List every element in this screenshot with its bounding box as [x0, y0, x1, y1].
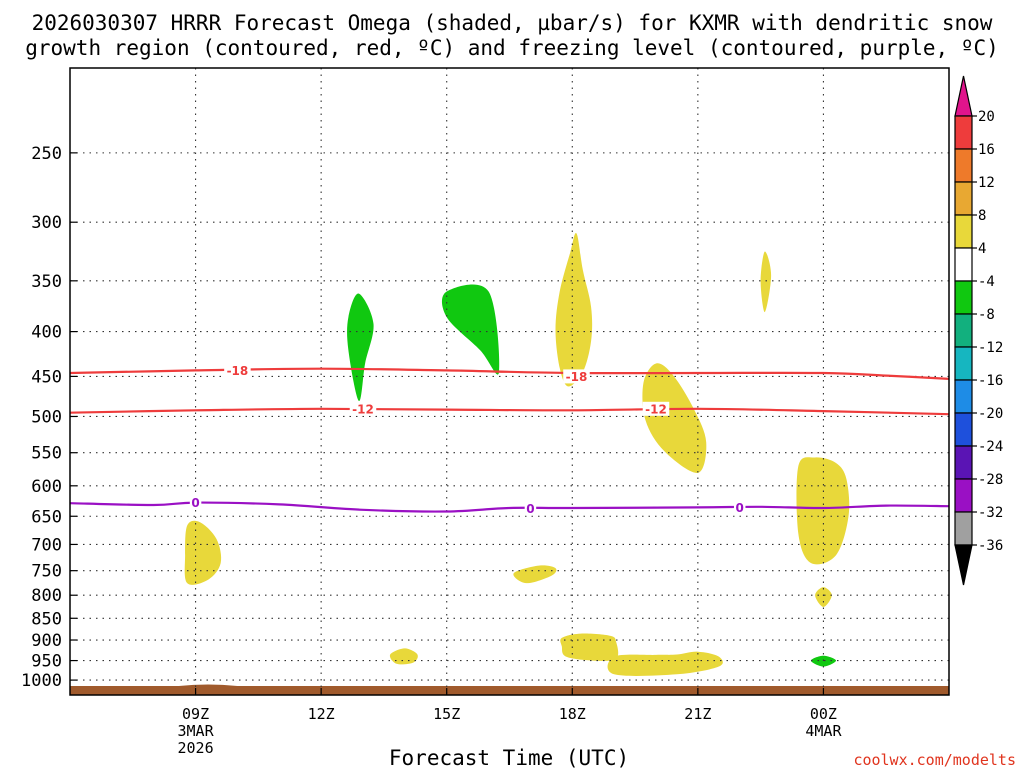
y-tick-label: 650 — [31, 507, 62, 527]
credit-link[interactable]: coolwx.com/modelts — [853, 751, 1016, 768]
shaded-region-ascent-18Z-upper — [555, 232, 593, 387]
contour-lines: -18 -18 -12 -12 0 0 0 — [69, 363, 950, 516]
colorbar-segment — [954, 346, 973, 381]
colorbar-segment — [954, 511, 973, 546]
colorbar-label: -4 — [978, 274, 995, 290]
contour-line--12 — [69, 407, 950, 416]
contour-label-0: 0 — [191, 496, 199, 510]
x-tick-label: 4MAR — [805, 722, 842, 740]
contour-label--12: -12 — [352, 402, 374, 416]
y-tick-label: 1000 — [21, 671, 62, 691]
ground-strip — [70, 684, 949, 695]
y-tick-label: 450 — [31, 367, 62, 387]
x-tick-label: 3MAR — [178, 722, 215, 740]
colorbar-label: -8 — [978, 307, 995, 323]
colorbar-segment — [954, 280, 973, 315]
colorbar-bottom-arrow — [954, 544, 973, 586]
colorbar-label: 12 — [978, 175, 995, 191]
shaded-region-ascent-20Z-mid — [642, 363, 707, 474]
contour-label--18: -18 — [227, 364, 249, 378]
shaded-region-descent-24Z-950 — [810, 655, 836, 667]
x-tick-label: 2026 — [178, 739, 214, 757]
colorbar: 20 16 12 8 4 -4 -8 -12 -16 -20 -24 -28 -32 -36 — [954, 75, 1003, 586]
colorbar-segment — [954, 115, 973, 150]
x-axis-label: Forecast Time (UTC) — [389, 746, 629, 768]
colorbar-label: 4 — [978, 241, 986, 257]
colorbar-segment — [954, 247, 973, 282]
shaded-region-ascent-22Z-upper — [760, 251, 772, 313]
shaded-region-ascent-19Z-950 — [607, 651, 723, 676]
shaded-region-descent-15Z-400 — [441, 284, 500, 375]
y-tick-label: 400 — [31, 323, 62, 343]
colorbar-label: -12 — [978, 340, 1003, 356]
colorbar-label: -32 — [978, 505, 1003, 521]
title-line-2: growth region (contoured, red, ºC) and f… — [25, 36, 999, 60]
x-tick-label: 21Z — [684, 705, 711, 723]
colorbar-segment — [954, 379, 973, 414]
ground-bump — [178, 684, 238, 686]
contour-label-bg — [642, 401, 670, 416]
contour-label--12: -12 — [645, 402, 667, 416]
colorbar-label: -16 — [978, 373, 1003, 389]
y-tick-label: 750 — [31, 562, 62, 582]
shaded-region-ascent-17Z-750 — [513, 565, 557, 584]
y-tick-label: 500 — [31, 407, 62, 427]
colorbar-segment — [954, 313, 973, 348]
x-tick-label: 15Z — [433, 705, 460, 723]
shaded-region-ascent-23Z-800 — [815, 587, 832, 607]
contour-label-bg — [733, 500, 746, 515]
x-tick-label: 09Z — [182, 705, 209, 723]
plot-frame — [69, 67, 950, 696]
shaded-region-ascent-18Z-900 — [560, 633, 619, 661]
shaded-region-ascent-14Z-950 — [389, 648, 418, 665]
y-tick-label: 350 — [31, 272, 62, 292]
shaded-omega-regions — [184, 232, 850, 676]
colorbar-label: -20 — [978, 406, 1003, 422]
x-tick-label: 18Z — [559, 705, 586, 723]
shaded-region-ascent-24Z-600 — [796, 457, 850, 565]
contour-label-0: 0 — [526, 502, 534, 516]
colorbar-label: -36 — [978, 538, 1003, 554]
plot-grid — [70, 68, 949, 695]
title-line-1: 2026030307 HRRR Forecast Omega (shaded, … — [32, 11, 993, 35]
contour-label-bg — [349, 401, 377, 416]
x-tick-label: 00Z — [810, 705, 837, 723]
contour-label--18: -18 — [566, 370, 588, 384]
ground-surface — [70, 686, 949, 695]
contour-label-bg — [563, 369, 590, 384]
shaded-region-ascent-09Z-700 — [184, 520, 222, 585]
y-tick-label: 900 — [31, 631, 62, 651]
y-axis-ticks: 2503003504004505005506006507007508008509… — [21, 144, 77, 691]
x-tick-label: 12Z — [308, 705, 335, 723]
y-tick-label: 950 — [31, 652, 62, 672]
colorbar-segment — [954, 412, 973, 447]
y-tick-label: 600 — [31, 477, 62, 497]
colorbar-segment — [954, 445, 973, 480]
colorbar-label: -24 — [978, 439, 1003, 455]
colorbar-label: 8 — [978, 208, 986, 224]
y-tick-label: 550 — [31, 444, 62, 464]
colorbar-label: -28 — [978, 472, 1003, 488]
contour-label-bg — [224, 363, 251, 378]
colorbar-label: 20 — [978, 109, 995, 125]
y-tick-label: 700 — [31, 535, 62, 555]
y-tick-label: 300 — [31, 213, 62, 233]
colorbar-segment — [954, 148, 973, 183]
contour-label-bg — [189, 495, 202, 510]
contour-line--18 — [69, 367, 950, 380]
colorbar-label: 16 — [978, 142, 995, 158]
contour-label-0: 0 — [736, 501, 744, 515]
y-tick-label: 850 — [31, 609, 62, 629]
colorbar-segment — [954, 214, 973, 249]
y-tick-label: 800 — [31, 586, 62, 606]
contour-label-bg — [524, 501, 537, 516]
colorbar-top-arrow — [954, 75, 973, 117]
colorbar-segment — [954, 478, 973, 513]
y-tick-label: 250 — [31, 144, 62, 164]
colorbar-segment — [954, 181, 973, 216]
shaded-region-descent-13Z-400 — [347, 293, 374, 402]
